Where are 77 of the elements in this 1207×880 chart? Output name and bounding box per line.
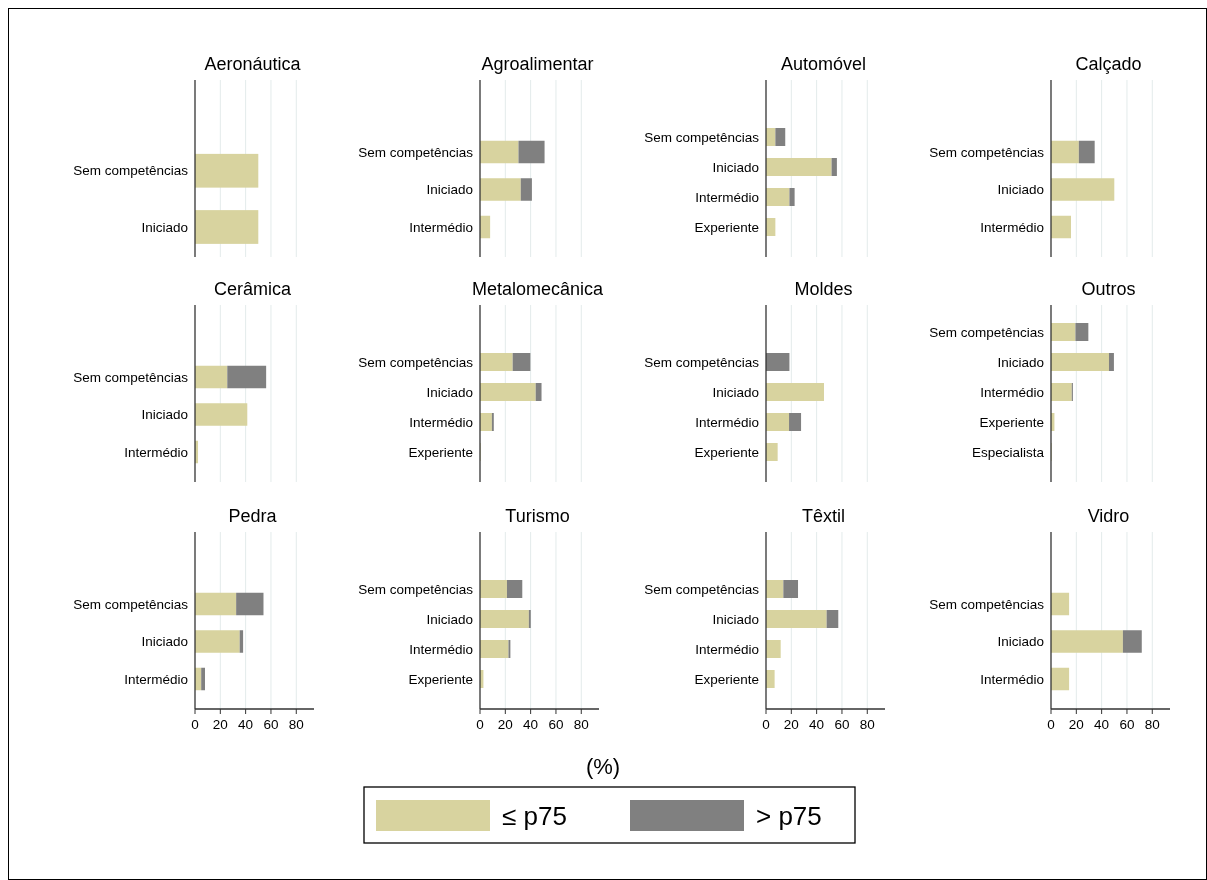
y-tick-label: Intermédio xyxy=(695,414,759,430)
y-tick-label: Intermédio xyxy=(409,641,473,657)
y-tick-label: Iniciado xyxy=(141,219,188,235)
y-tick-label: Experiente xyxy=(408,671,473,687)
x-tick-label: 60 xyxy=(263,717,279,732)
chart-title: Calçado xyxy=(1075,54,1142,74)
x-tick-label: 20 xyxy=(497,717,513,732)
y-tick-label: Intermédio xyxy=(695,189,759,205)
y-tick-label: Intermédio xyxy=(980,384,1044,400)
y-tick-label: Experiente xyxy=(694,219,759,235)
y-tick-label: Experiente xyxy=(979,414,1044,430)
y-tick-label: Iniciado xyxy=(426,384,473,400)
x-axis-title: (%) xyxy=(585,754,621,779)
y-tick-label: Sem competências xyxy=(929,324,1045,340)
chart-title: Moldes xyxy=(794,279,853,299)
y-tick-label: Sem competências xyxy=(929,596,1045,612)
y-tick-label: Iniciado xyxy=(712,611,759,627)
chart-title: Têxtil xyxy=(801,506,846,526)
y-tick-label: Intermédio xyxy=(409,414,473,430)
y-tick-label: Iniciado xyxy=(141,634,188,650)
y-tick-label: Iniciado xyxy=(141,407,188,423)
legend-label: ≤ p75 xyxy=(502,801,567,832)
chart-title: Pedra xyxy=(228,506,278,526)
x-tick-label: 20 xyxy=(1068,717,1084,732)
chart-title: Aeronáutica xyxy=(204,54,302,74)
y-tick-label: Iniciado xyxy=(426,611,473,627)
x-tick-label: 80 xyxy=(288,717,304,732)
y-tick-label: Sem competências xyxy=(73,369,189,385)
y-tick-label: Sem competências xyxy=(358,354,474,370)
x-tick-label: 60 xyxy=(834,717,850,732)
x-tick-label: 20 xyxy=(783,717,799,732)
y-tick-label: Intermédio xyxy=(124,444,188,460)
x-tick-label: 60 xyxy=(1119,717,1135,732)
x-tick-label: 80 xyxy=(573,717,589,732)
chart-title: Turismo xyxy=(505,506,570,526)
y-tick-label: Sem competências xyxy=(358,581,474,597)
y-tick-label: Sem competências xyxy=(644,129,760,145)
y-tick-label: Iniciado xyxy=(712,384,759,400)
y-tick-label: Experiente xyxy=(694,671,759,687)
x-tick-label: 60 xyxy=(548,717,564,732)
x-tick-label: 0 xyxy=(1047,717,1055,732)
x-tick-label: 40 xyxy=(238,717,254,732)
y-tick-label: Sem competências xyxy=(358,144,474,160)
y-tick-label: Intermédio xyxy=(980,219,1044,235)
chart-title: Automóvel xyxy=(780,54,867,74)
chart-title: Cerâmica xyxy=(213,279,292,299)
x-tick-label: 80 xyxy=(859,717,875,732)
y-tick-label: Intermédio xyxy=(124,671,188,687)
y-tick-label: Intermédio xyxy=(409,219,473,235)
y-tick-label: Iniciado xyxy=(997,634,1044,650)
y-tick-label: Iniciado xyxy=(426,182,473,198)
chart-title: Vidro xyxy=(1087,506,1130,526)
y-tick-label: Sem competências xyxy=(644,354,760,370)
y-tick-label: Sem competências xyxy=(644,581,760,597)
y-tick-label: Intermédio xyxy=(695,641,759,657)
y-tick-label: Experiente xyxy=(694,444,759,460)
x-tick-label: 0 xyxy=(476,717,484,732)
x-tick-label: 40 xyxy=(809,717,825,732)
y-tick-label: Sem competências xyxy=(73,163,189,179)
y-tick-label: Experiente xyxy=(408,444,473,460)
y-tick-label: Iniciado xyxy=(712,159,759,175)
x-tick-label: 0 xyxy=(191,717,199,732)
x-tick-label: 40 xyxy=(523,717,539,732)
x-tick-label: 40 xyxy=(1094,717,1110,732)
y-tick-label: Intermédio xyxy=(980,671,1044,687)
y-tick-label: Especialista xyxy=(971,444,1045,460)
x-tick-label: 0 xyxy=(762,717,770,732)
chart-title: Outros xyxy=(1081,279,1136,299)
y-tick-label: Iniciado xyxy=(997,182,1044,198)
chart-title: Agroalimentar xyxy=(481,54,594,74)
x-tick-label: 20 xyxy=(212,717,228,732)
y-tick-label: Sem competências xyxy=(929,144,1045,160)
y-tick-label: Iniciado xyxy=(997,354,1044,370)
y-tick-label: Sem competências xyxy=(73,596,189,612)
legend-label: > p75 xyxy=(756,801,822,832)
chart-title: Metalomecânica xyxy=(471,279,605,299)
x-tick-label: 80 xyxy=(1144,717,1160,732)
